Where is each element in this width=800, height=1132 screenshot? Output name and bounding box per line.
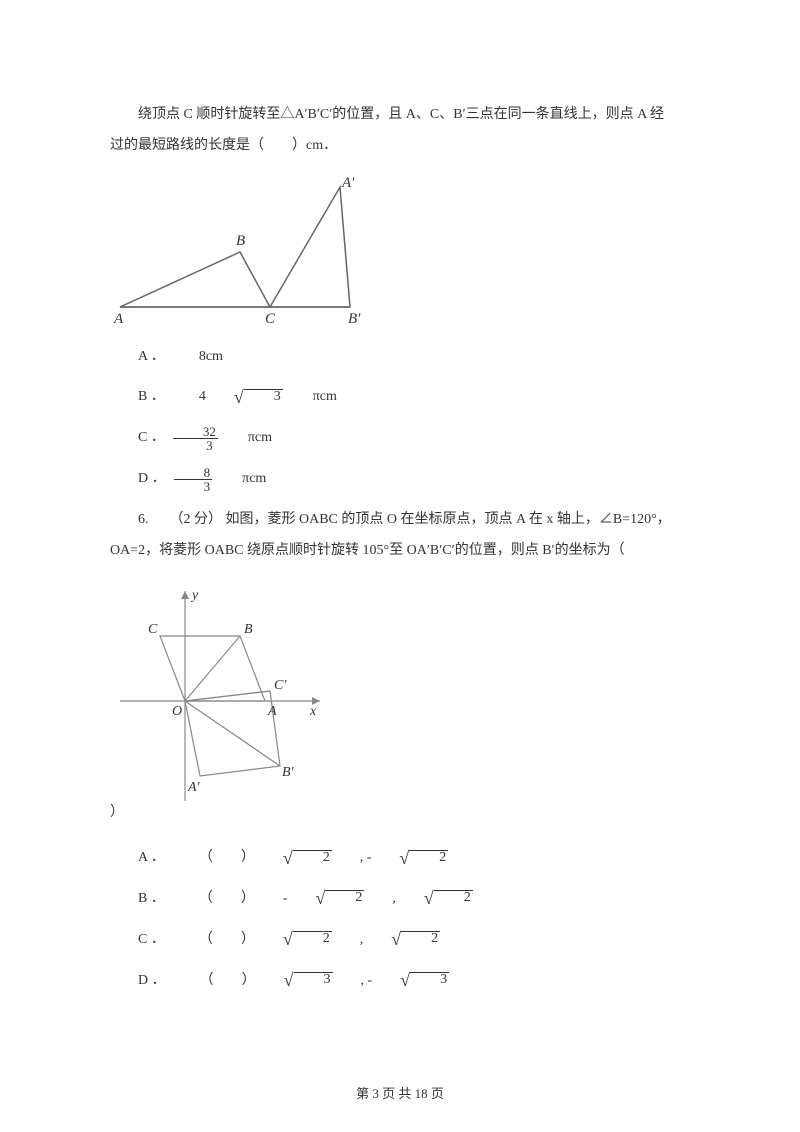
q6-option-C: C ． （ ） √2 , √2 (110, 925, 690, 956)
option-label: D ． (110, 464, 166, 495)
option-label: B ． (110, 884, 165, 915)
option-label: C ． (110, 925, 165, 956)
q5-option-D: D ． 83 πcm (110, 464, 690, 495)
option-label: C ． (110, 423, 165, 454)
option-label: A ． (110, 342, 165, 373)
label-y: y (190, 588, 199, 603)
label-B: B (236, 233, 245, 249)
option-label: A ． (110, 843, 165, 874)
option-paren: （ ） (171, 884, 255, 915)
q6-line2: OA=2，将菱形 OABC 绕原点顺时针旋转 105°至 OA′B′C′的位置，… (110, 536, 690, 567)
option-math: √2 , - √2 (255, 843, 448, 874)
q5-option-B: B ． 4 √3 πcm (110, 382, 690, 413)
q6-points: （2 分） (170, 512, 223, 527)
label-B2: B′ (282, 765, 295, 780)
q6-option-D: D ． （ ） √3 , - √3 (110, 966, 690, 997)
label-O: O (172, 704, 182, 719)
q6-text1: 如图，菱形 OABC 的顶点 O 在坐标原点，顶点 A 在 x 轴上，∠B=12… (226, 512, 671, 527)
q5-text-line2: 过的最短路线的长度是（ ）cm． (110, 131, 690, 162)
option-math: √3 , - √3 (256, 966, 449, 997)
q5-triangle-svg: A B C B′ A′ (110, 177, 370, 327)
q5-option-A: A ． 8cm (110, 342, 690, 373)
option-paren: （ ） (171, 925, 255, 956)
q5-text-line1: 绕顶点 C 顺时针旋转至△A′B′C′的位置，且 A、C、B′三点在同一条直线上… (110, 100, 690, 131)
label-A2: A′ (187, 780, 201, 795)
label-C: C (265, 311, 276, 327)
label-C: C (148, 622, 158, 637)
q6-option-B: B ． （ ） - √2 , √2 (110, 884, 690, 915)
label-A: A (113, 311, 124, 327)
page-footer: 第 3 页 共 18 页 (0, 1083, 800, 1102)
option-label: B ． (110, 382, 165, 413)
label-A: A (267, 704, 277, 719)
page-content: 绕顶点 C 顺时针旋转至△A′B′C′的位置，且 A、C、B′三点在同一条直线上… (0, 0, 800, 1046)
q6-closing-paren: ） (110, 798, 690, 829)
option-math: 4 √3 πcm (171, 382, 337, 413)
q6-rhombus-svg: O A B C A′ B′ C′ x y (110, 581, 330, 811)
label-A2: A′ (341, 177, 355, 191)
option-math: 83 πcm (172, 464, 267, 495)
option-paren: （ ） (171, 843, 255, 874)
label-B: B (244, 622, 253, 637)
q6-figure: O A B C A′ B′ C′ x y (110, 581, 690, 811)
option-label: D ． (110, 966, 166, 997)
q5-figure: A B C B′ A′ (110, 177, 690, 327)
option-text: 8cm (171, 342, 223, 373)
option-math: - √2 , √2 (255, 884, 473, 915)
q6-option-A: A ． （ ） √2 , - √2 (110, 843, 690, 874)
label-C2: C′ (274, 678, 287, 693)
option-math: 323 πcm (171, 423, 272, 454)
label-x: x (309, 704, 317, 719)
q6-number: 6. (138, 512, 149, 527)
q5-option-C: C ． 323 πcm (110, 423, 690, 454)
option-paren: （ ） (172, 966, 256, 997)
q6-line1: 6. （2 分） 如图，菱形 OABC 的顶点 O 在坐标原点，顶点 A 在 x… (110, 505, 690, 536)
label-B2: B′ (348, 311, 361, 327)
option-math: √2 , √2 (255, 925, 440, 956)
